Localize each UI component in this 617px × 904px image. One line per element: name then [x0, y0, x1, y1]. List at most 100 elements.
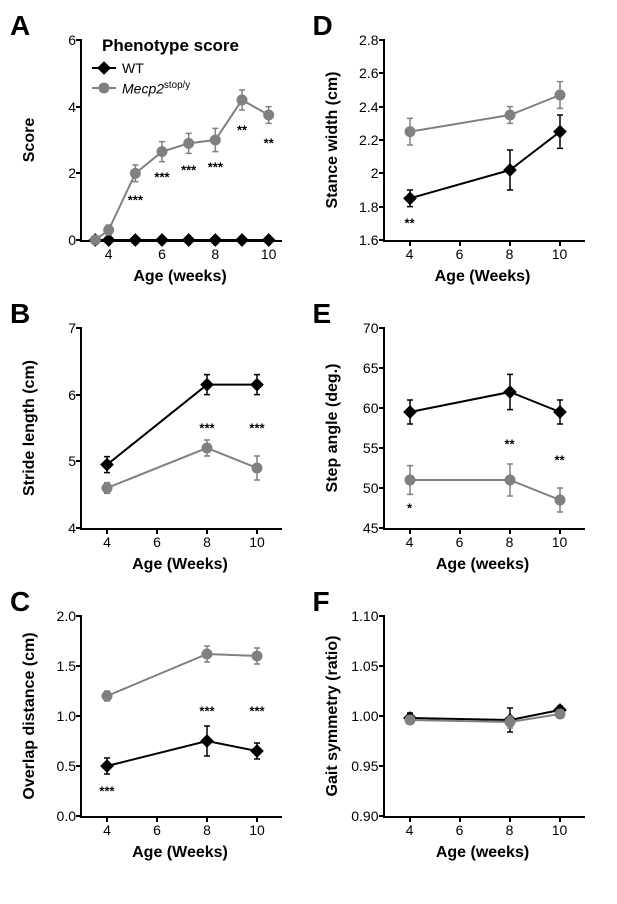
- y-tick-label: 2.4: [359, 99, 384, 115]
- panel-letter: E: [313, 298, 332, 330]
- y-tick-label: 2.0: [57, 608, 82, 624]
- x-tick-label: 10: [552, 528, 568, 550]
- data-marker-mut: [252, 463, 262, 473]
- series-line-wt: [107, 385, 257, 465]
- y-tick-label: 55: [363, 440, 385, 456]
- x-tick-label: 6: [456, 240, 464, 262]
- data-marker-mut: [405, 475, 415, 485]
- x-tick-label: 6: [153, 528, 161, 550]
- data-marker-wt: [251, 379, 263, 391]
- chart-title: Phenotype score: [102, 36, 239, 56]
- plot-area: 456746810******: [80, 328, 282, 530]
- significance-marker: **: [237, 123, 247, 138]
- y-tick-label: 7: [68, 320, 82, 336]
- legend-wt-label: WT: [122, 60, 144, 76]
- y-axis-label: Overlap distance (cm): [21, 632, 39, 799]
- y-tick-label: 0.95: [351, 758, 384, 774]
- data-marker-mut: [210, 135, 220, 145]
- data-marker-mut: [505, 717, 515, 727]
- plot-area: 0.900.951.001.051.1046810: [383, 616, 585, 818]
- data-marker-mut: [102, 691, 112, 701]
- y-tick-label: 1.6: [359, 232, 384, 248]
- y-tick-label: 1.05: [351, 658, 384, 674]
- data-marker-mut: [405, 715, 415, 725]
- x-tick-label: 10: [552, 240, 568, 262]
- panel-letter: F: [313, 586, 330, 618]
- y-tick-label: 1.10: [351, 608, 384, 624]
- y-tick-label: 0: [68, 232, 82, 248]
- series-line-wt: [107, 741, 257, 766]
- legend-wt: WT: [92, 60, 144, 76]
- series-line-wt: [410, 132, 560, 199]
- panel-c: C0.00.51.01.52.046810*********Overlap di…: [10, 586, 305, 866]
- x-tick-label: 4: [103, 528, 111, 550]
- plot-area: 0.00.51.01.52.046810*********: [80, 616, 282, 818]
- y-tick-label: 0.0: [57, 808, 82, 824]
- x-tick-label: 6: [456, 528, 464, 550]
- y-tick-label: 70: [363, 320, 385, 336]
- significance-marker: ***: [208, 159, 223, 174]
- plot-area: 1.61.822.22.42.62.846810**: [383, 40, 585, 242]
- series-line-wt: [410, 392, 560, 412]
- y-tick-label: 4: [68, 99, 82, 115]
- panel-letter: D: [313, 10, 333, 42]
- x-axis-label: Age (Weeks): [80, 556, 280, 574]
- legend-mut-label: Mecp2stop/y: [122, 80, 190, 97]
- x-tick-label: 6: [153, 816, 161, 838]
- y-tick-label: 6: [68, 32, 82, 48]
- data-marker-wt: [553, 406, 565, 418]
- series-line-mut: [107, 654, 257, 696]
- y-axis-label: Gait symmetry (ratio): [324, 636, 342, 797]
- y-axis-label: Stance width (cm): [324, 72, 342, 209]
- series-svg: [385, 328, 585, 528]
- data-marker-mut: [102, 483, 112, 493]
- figure-grid: A024646810****************Phenotype scor…: [10, 10, 607, 866]
- significance-marker: ***: [181, 163, 196, 178]
- y-tick-label: 60: [363, 400, 385, 416]
- data-marker-mut: [555, 495, 565, 505]
- data-marker-mut: [555, 709, 565, 719]
- data-marker-mut: [202, 649, 212, 659]
- data-marker-mut: [264, 110, 274, 120]
- significance-marker: ***: [249, 421, 264, 436]
- data-marker-mut: [130, 168, 140, 178]
- y-tick-label: 1.8: [359, 199, 384, 215]
- y-tick-label: 1.00: [351, 708, 384, 724]
- y-tick-label: 45: [363, 520, 385, 536]
- y-tick-label: 2: [68, 165, 82, 181]
- significance-marker: **: [554, 453, 564, 468]
- x-tick-label: 6: [456, 816, 464, 838]
- series-svg: [385, 616, 585, 816]
- legend-mut: Mecp2stop/y: [92, 80, 190, 97]
- panel-e: E 45505560657046810***** Step angle (deg.)…: [313, 298, 608, 578]
- data-marker-mut: [237, 95, 247, 105]
- data-marker-wt: [129, 234, 141, 246]
- data-marker-mut: [157, 147, 167, 157]
- data-marker-mut: [252, 651, 262, 661]
- x-tick-label: 4: [406, 816, 414, 838]
- x-tick-label: 10: [552, 816, 568, 838]
- data-marker-mut: [555, 90, 565, 100]
- data-marker-wt: [403, 192, 415, 204]
- data-marker-mut: [202, 443, 212, 453]
- data-marker-wt: [201, 735, 213, 747]
- x-tick-label: 10: [249, 528, 265, 550]
- data-marker-wt: [101, 760, 113, 772]
- x-tick-label: 10: [249, 816, 265, 838]
- significance-marker: ***: [99, 784, 114, 799]
- significance-marker: ***: [249, 704, 264, 719]
- panel-d: D 1.61.822.22.42.62.846810** Stance width …: [313, 10, 608, 290]
- y-tick-label: 5: [68, 453, 82, 469]
- x-axis-label: Age (weeks): [80, 268, 280, 286]
- plot-area: 024646810****************Phenotype score…: [80, 40, 282, 242]
- x-tick-label: 4: [406, 240, 414, 262]
- x-axis-label: Age (Weeks): [383, 268, 583, 286]
- y-axis-label: Step angle (deg.): [324, 364, 342, 493]
- series-line-mut: [107, 448, 257, 488]
- significance-marker: ***: [154, 169, 169, 184]
- y-axis-label: Stride length (cm): [21, 360, 39, 496]
- x-tick-label: 4: [103, 816, 111, 838]
- data-marker-wt: [503, 386, 515, 398]
- plot-area: 45505560657046810*****: [383, 328, 585, 530]
- panel-letter: B: [10, 298, 30, 330]
